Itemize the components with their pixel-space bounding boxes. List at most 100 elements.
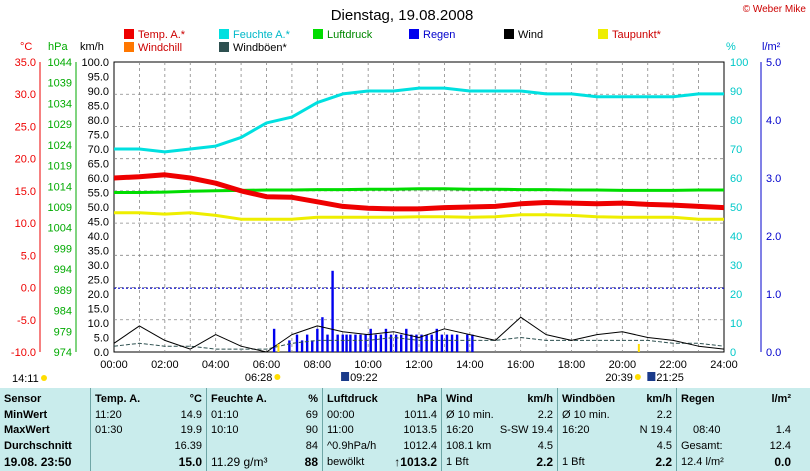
rain-bar [341,334,344,352]
temp-tick-label: 5.0 [21,250,36,262]
wind-tick-label: 50.0 [88,202,109,214]
time-markers: 06:28 09:22 20:39 21:25 14:11 [12,344,684,385]
sun-icon [634,374,641,380]
luftdruck-unit: hPa [416,393,437,405]
rain-tick-label: 2.0 [766,231,781,243]
col-temp: Temp. A. °C 11:20 14.9 01:30 19.9 16.39 15.… [91,388,207,471]
rain-bar [288,340,291,352]
wind-tick-label: 95.0 [88,72,109,84]
legend-swatch-windchill [124,42,134,52]
wind-tick-label: 70.0 [88,144,109,156]
windboeen-max-time: 16:20 [562,424,590,436]
feuchte-header: Feuchte A. [211,393,267,405]
wind-tick-label: 60.0 [88,173,109,185]
moonrise-time: 09:22 [350,372,378,384]
weather-forecast: bewölkt [327,456,365,468]
humidity-tick-label: 100 [730,57,748,69]
windboeen-avg10-val: 2.2 [656,409,672,421]
regen-current: 0.0 [774,455,791,469]
rain-bar [455,334,459,352]
wind-tick-label: 25.0 [88,275,109,287]
rain-tick-label: 4.0 [766,115,781,127]
rain-bar [400,334,403,352]
temp-tick-label: 35.0 [15,57,36,69]
wind-bft: 1 Bft [446,456,469,468]
luftdruck-avg: 1012.4 [403,440,437,452]
rain-bar [410,334,413,352]
luftdruck-max-time: 11:00 [327,424,354,436]
rain-bar [354,334,357,352]
x-tick-label: 04:00 [202,359,230,371]
legend-label-windchill: Windchill [138,42,182,54]
rain-unit: l/m² [762,41,781,53]
temp-tick-label: 25.0 [15,121,36,133]
rain-tick-label: 0.0 [766,347,781,359]
x-tick-label: 06:00 [253,359,281,371]
rain-bar [466,334,469,352]
x-tick-label: 14:00 [456,359,484,371]
pressure-tick-label: 1044 [48,57,72,69]
rain-bar [331,270,334,352]
legend-swatch-wind [504,29,514,39]
col-feuchte: Feuchte A.% 01:10 69 10:10 90 84 11.29 g/m… [207,388,323,471]
temp-tick-label: -10.0 [11,347,36,359]
wind-header: Wind [446,393,473,405]
x-tick-label: 02:00 [151,359,179,371]
rain-bar [295,334,299,352]
moon-icon [647,372,656,381]
humidity-tick-label: 80 [730,115,742,127]
sensor-header: Sensor [4,393,42,405]
windboeen-avg10-label: Ø 10 min. [562,409,610,421]
x-tick-label: 10:00 [354,359,382,371]
legend-label-windboeen: Windböen* [233,42,288,54]
rain-bar [445,334,449,352]
max-label: MaxWert [4,424,50,436]
temp-unit: °C [20,41,32,53]
feuchte-min-time: 01:10 [211,409,239,421]
wind-tick-label: 40.0 [88,231,109,243]
humidity-tick-label: 0 [730,347,736,359]
pressure-tick-label: 984 [54,306,72,318]
x-tick-label: 08:00 [304,359,332,371]
wind-tick-label: 45.0 [88,217,109,229]
humidity-tick-label: 10 [730,318,742,330]
rain-bar [425,334,428,352]
rain-bar [349,334,352,352]
x-tick-label: 16:00 [507,359,535,371]
pressure-tick-label: 979 [54,326,72,338]
rain-bar [374,334,377,352]
pressure-tick-label: 1034 [48,98,72,110]
rain-bar [300,340,304,352]
rain-bar [430,334,433,352]
wind-current: 2.2 [536,455,553,469]
col-sensor: Sensor MinWert MaxWert Durchschnitt 19.0… [0,388,91,471]
feuchte-abs: 11.29 g/m³ [211,455,268,469]
rain-bar [394,334,398,352]
col-windboeen: Windböen km/h Ø 10 min. 2.2 16:20 N 19.4 4.… [558,388,677,471]
sunrise-time: 06:28 [245,372,273,384]
rain-bar [420,334,423,352]
axes: 35.0 30.0 25.0 20.0 15.0 10.0 5.0 0.0 -5.0 -10.0 1… [11,57,781,371]
sun-icon [41,375,47,381]
legend-label-wind: Wind [518,29,543,41]
rain-bar [364,334,367,352]
wind-unit: km/h [80,41,104,53]
rain-tick-label: 3.0 [766,173,781,185]
wind-tick-label: 15.0 [88,304,109,316]
wind-tick-label: 5.0 [94,333,109,345]
regen-max-val: 1.4 [775,424,791,436]
luftdruck-min-time: 00:00 [327,409,355,421]
wind-tick-label: 30.0 [88,260,109,272]
legend-label-feuchte: Feuchte A.* [233,29,291,41]
luftdruck-current: ↑1013.2 [394,455,437,469]
temp-current: 15.0 [178,455,202,469]
wind-tick-label: 55.0 [88,188,109,200]
pressure-tick-label: 999 [54,243,72,255]
chart-title: Dienstag, 19.08.2008 [331,7,474,24]
temp-tick-label: 30.0 [15,89,36,101]
legend-swatch-temp [124,29,134,39]
rain-bar [379,334,383,352]
moon-icon [341,372,350,381]
rain-bar [326,334,329,352]
col-luftdruck: Luftdruck hPa 00:00 1011.4 11:00 1013.5 ^0.… [323,388,442,471]
